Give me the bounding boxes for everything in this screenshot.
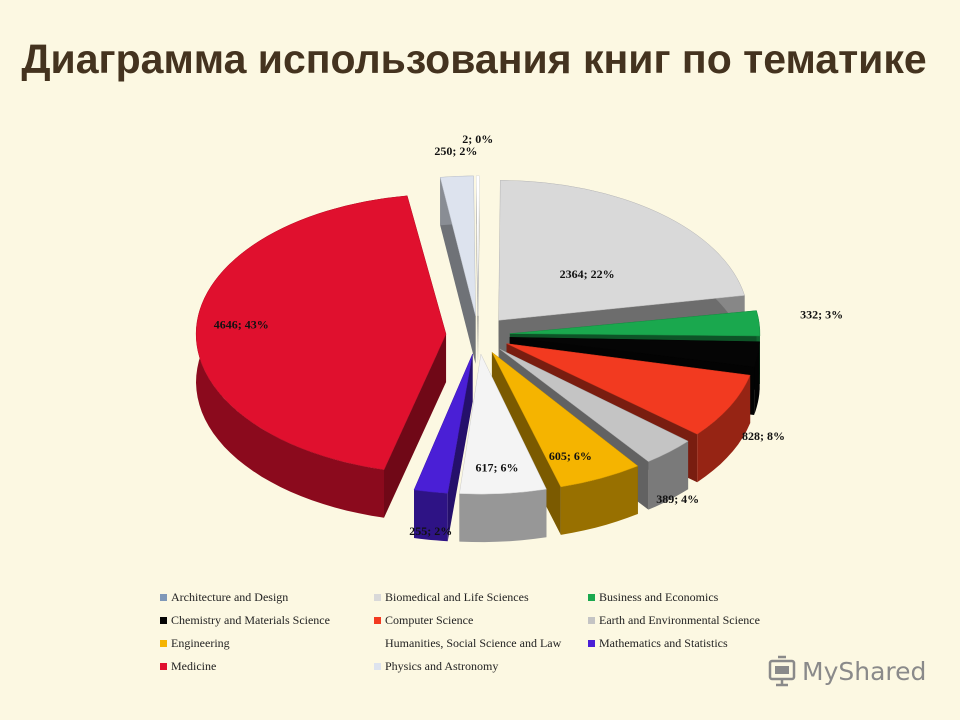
legend-swatch [160, 594, 167, 601]
data-label: 617; 6% [476, 460, 519, 474]
data-label: 4646; 43% [214, 318, 269, 332]
legend-swatch [160, 640, 167, 647]
legend-item: Business and Economics [588, 589, 800, 606]
legend-label: Medicine [171, 659, 217, 673]
legend-label: Engineering [171, 636, 230, 650]
legend-label: Physics and Astronomy [385, 659, 499, 673]
legend-swatch [374, 663, 381, 670]
legend-swatch [374, 594, 381, 601]
pie-slice [195, 195, 447, 470]
watermark-text: MyShared [802, 656, 927, 686]
legend-swatch [588, 640, 595, 647]
pie-slice-side [414, 490, 448, 542]
legend-item: Engineering [160, 635, 374, 652]
legend-item: Biomedical and Life Sciences [374, 589, 588, 606]
legend-swatch [160, 617, 167, 624]
pie-slice-side [754, 341, 760, 415]
legend-label: Computer Science [385, 613, 474, 627]
pie-slice [506, 343, 751, 435]
pie-slice [439, 175, 476, 316]
legend-label: Mathematics and Statistics [599, 636, 728, 650]
pie-slice-wall [384, 334, 447, 518]
legend-label: Earth and Environmental Science [599, 613, 760, 627]
pie-slice [491, 352, 639, 488]
data-label: 332; 3% [800, 307, 843, 321]
legend-swatch [374, 640, 381, 647]
data-label: 250; 2% [434, 144, 477, 158]
legend-item: Humanities, Social Science and Law [374, 635, 588, 652]
legend-swatch [588, 617, 595, 624]
legend-swatch [374, 617, 381, 624]
legend-label: Biomedical and Life Sciences [385, 590, 529, 604]
pie-slice-side [648, 441, 689, 510]
legend-label: Chemistry and Materials Science [171, 613, 330, 627]
legend-swatch [588, 594, 595, 601]
pie-slice [413, 353, 473, 494]
data-label: 255; 2% [409, 524, 452, 538]
pie-slice [509, 310, 761, 337]
watermark: MyShared [768, 655, 926, 687]
legend-item: Computer Science [374, 612, 588, 629]
data-label: 2364; 22% [560, 267, 615, 281]
pie-slice [498, 180, 745, 321]
legend-item: Physics and Astronomy [374, 658, 588, 675]
legend-item: Chemistry and Materials Science [160, 612, 374, 629]
pie-slice [459, 353, 547, 495]
pie-slice-side [459, 489, 547, 543]
data-label: 828; 8% [742, 429, 785, 443]
chart-legend: Architecture and Design Biomedical and L… [160, 589, 800, 675]
data-label: 389; 4% [656, 492, 699, 506]
legend-item: Architecture and Design [160, 589, 374, 606]
pie-slice [475, 175, 480, 316]
legend-label: Architecture and Design [171, 590, 289, 604]
legend-label: Business and Economics [599, 590, 719, 604]
legend-item: Medicine [160, 658, 374, 675]
page-title: Диаграмма использования книг по тематике [21, 36, 927, 82]
pie-slice [509, 337, 760, 368]
pie-slice-side [560, 466, 638, 535]
pie-slice-side [697, 375, 751, 483]
legend-swatch [160, 663, 167, 670]
legend-item: Earth and Environmental Science [588, 612, 800, 629]
legend-item: Mathematics and Statistics [588, 635, 800, 652]
data-label: 2; 0% [462, 132, 493, 146]
pie-slice [499, 348, 689, 462]
data-label: 605; 6% [549, 449, 592, 463]
projector-icon [768, 655, 796, 687]
legend-label: Humanities, Social Science and Law [385, 636, 562, 650]
